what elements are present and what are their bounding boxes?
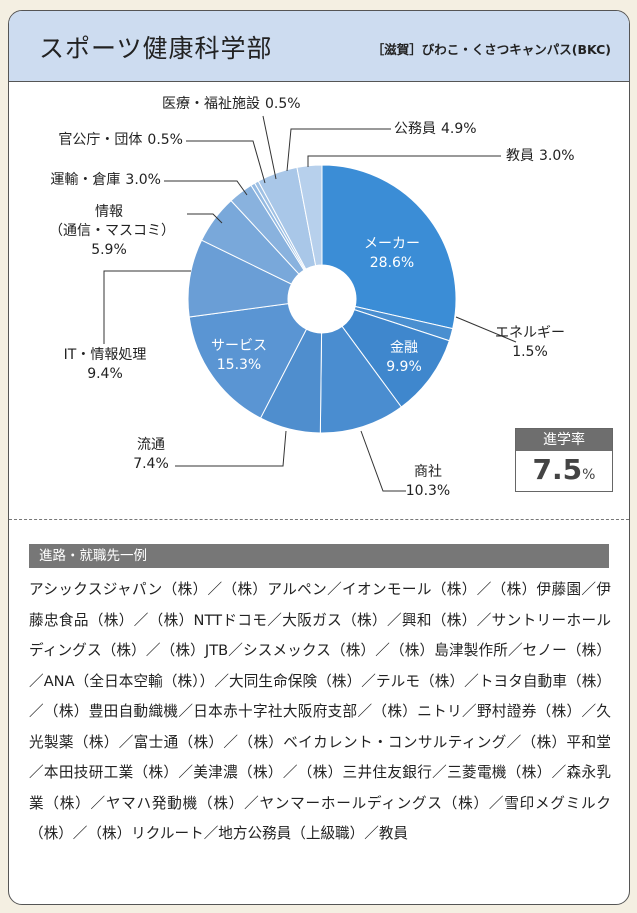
rate-value-box: 7.5%: [516, 451, 612, 494]
slice-value: 1.5%: [512, 344, 548, 360]
slice-value: 5.9%: [91, 242, 127, 258]
slice-value: 9.9%: [386, 359, 422, 375]
leader-line: [186, 140, 266, 184]
slice-name: IT・情報処理: [63, 347, 147, 363]
leader-line: [455, 316, 517, 343]
slice-name: 商社: [414, 464, 442, 480]
slice-value: 3.0%: [125, 172, 161, 188]
slice-label: 公務員 4.9%: [394, 120, 504, 139]
slice-name: 流通: [137, 437, 165, 453]
leader-line: [286, 128, 391, 172]
slice-label: 金融 9.9%: [359, 339, 449, 377]
slice-name: 教員: [506, 148, 534, 164]
slice-name: 医療・福祉施設: [162, 96, 260, 112]
pie-slice: [188, 303, 308, 419]
leader-line: [360, 430, 406, 492]
chart: [103, 115, 517, 492]
slice-label: 医療・福祉施設 0.5%: [162, 95, 322, 114]
title: スポーツ健康科学部: [39, 34, 273, 63]
slice-label: 商社 10.3%: [396, 463, 460, 501]
card: スポーツ健康科学部 ［滋賀］びわこ・くさつキャンパス(BKC) 進学率 7.5%…: [8, 10, 630, 905]
slice-value: 3.0%: [539, 148, 575, 164]
slice-label: 流通 7.4%: [121, 436, 181, 474]
slice-value: 7.4%: [133, 456, 169, 472]
slice-name: エネルギー: [495, 325, 565, 341]
leader-line: [187, 213, 223, 224]
divider: [9, 519, 629, 520]
campus: ［滋賀］びわこ・くさつキャンパス(BKC): [371, 42, 611, 57]
slice-value: 9.4%: [87, 366, 123, 382]
leader-line: [262, 115, 277, 180]
slice-name: 官公庁・団体: [58, 132, 143, 148]
rate-value: 7.5: [532, 453, 583, 486]
slice-name: 公務員: [394, 121, 436, 137]
rate-unit: %: [582, 467, 596, 483]
pie-slice: [321, 164, 457, 330]
leader-line: [175, 430, 287, 467]
slice-name: メーカー: [364, 236, 420, 252]
slice-label: IT・情報処理 9.4%: [49, 346, 161, 384]
slice-label: メーカー 28.6%: [347, 235, 437, 273]
slice-label: 情報 （通信・マスコミ） 5.9%: [49, 203, 175, 260]
slice-name: 運輸・倉庫: [50, 172, 121, 188]
slice-value: 4.9%: [441, 121, 477, 137]
slice-label: エネルギー 1.5%: [485, 324, 575, 362]
slice-name: 金融: [390, 340, 418, 356]
slice-value: 15.3%: [216, 357, 262, 373]
slice-value: 0.5%: [265, 96, 301, 112]
pie-slice: [296, 164, 323, 267]
leader-line: [307, 155, 501, 167]
slice-name: 情報 （通信・マスコミ）: [49, 204, 175, 239]
slice-label: 官公庁・団体 0.5%: [33, 131, 183, 150]
section-heading: 進路・就職先一例: [29, 544, 609, 568]
leader-line: [103, 270, 191, 344]
header: スポーツ健康科学部 ［滋賀］びわこ・くさつキャンパス(BKC): [9, 11, 629, 82]
slice-label: サービス 15.3%: [194, 337, 284, 375]
rate-label: 進学率: [516, 429, 612, 451]
slice-label: 教員 3.0%: [506, 147, 606, 166]
slice-value: 0.5%: [147, 132, 183, 148]
careers-text: アシックスジャパン（株）／（株）アルペン／イオンモール（株）／（株）伊藤園／伊藤…: [29, 581, 611, 842]
leader-line: [164, 180, 248, 196]
slice-label: 運輸・倉庫 3.0%: [39, 171, 161, 190]
slice-value: 28.6%: [369, 255, 415, 271]
slice-value: 10.3%: [405, 483, 451, 499]
slice-name: サービス: [211, 338, 267, 354]
rate-box: 進学率 7.5%: [515, 428, 613, 492]
